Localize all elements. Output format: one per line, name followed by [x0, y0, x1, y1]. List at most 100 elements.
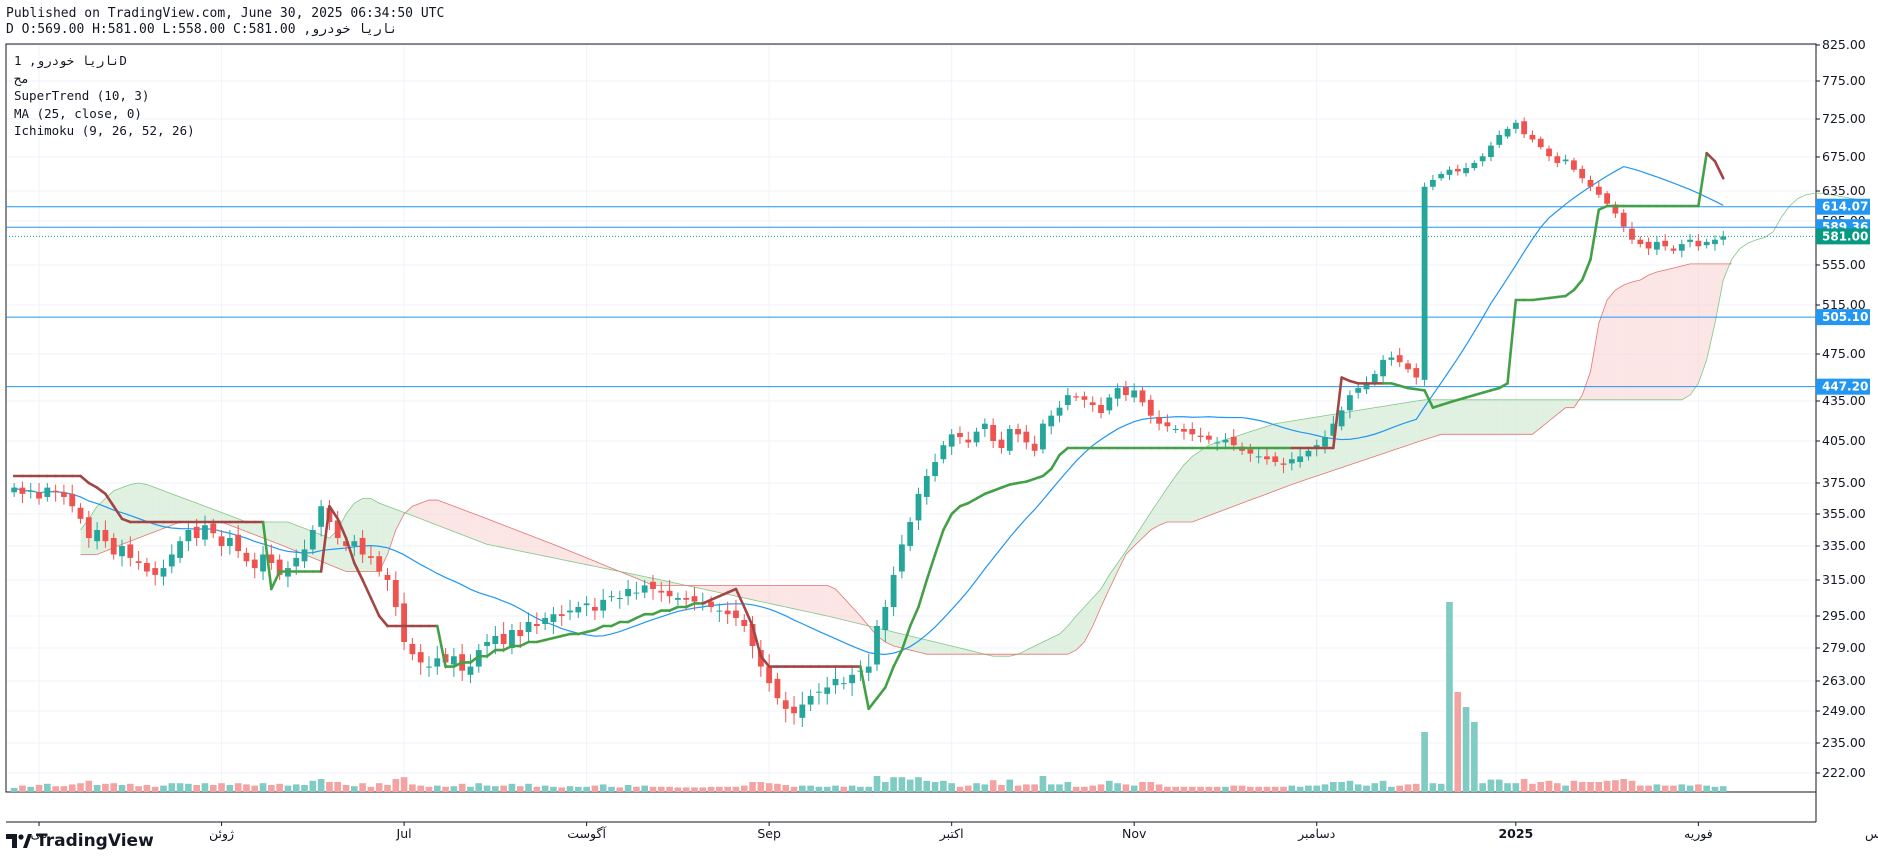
cloud-segment	[188, 500, 197, 522]
y-tick-label: 315.00	[1822, 572, 1866, 587]
candle-body	[268, 554, 275, 563]
volume-bar	[1164, 786, 1171, 792]
candle-body	[1521, 121, 1528, 135]
volume-bar	[1703, 785, 1710, 792]
volume-bar	[1645, 785, 1652, 792]
volume-bar	[1247, 786, 1254, 792]
cloud-segment	[462, 509, 471, 538]
volume-bar	[1006, 779, 1014, 792]
cloud-segment	[428, 500, 438, 526]
candle-body	[492, 636, 499, 644]
candle-body	[1172, 429, 1179, 430]
candle-body	[1297, 456, 1304, 462]
supertrend-segment	[1572, 278, 1584, 292]
cloud-segment	[1482, 399, 1491, 435]
volume-bar	[135, 786, 142, 792]
candle-body	[85, 517, 92, 538]
candle-body	[1363, 383, 1370, 390]
candle-body	[1023, 431, 1030, 443]
volume-bar	[450, 786, 458, 792]
volume-bar	[740, 785, 748, 792]
volume-bar	[417, 785, 425, 792]
supertrend-segment	[917, 578, 929, 609]
supertrend-segment	[1589, 208, 1601, 261]
volume-bar	[442, 786, 449, 792]
price-tag-bg	[1816, 309, 1870, 326]
volume-bar	[1686, 785, 1694, 792]
volume-bar	[749, 782, 756, 792]
candle-body	[1139, 390, 1146, 403]
cloud-segment	[1631, 280, 1641, 400]
candle-body	[426, 666, 432, 668]
candle	[484, 634, 490, 659]
volume-bar	[433, 785, 441, 792]
cloud-segment	[1557, 399, 1566, 415]
legend-ichimoku[interactable]: Ichimoku (9, 26, 52, 26)	[14, 123, 195, 138]
candle-body	[741, 620, 748, 626]
y-tick-label: 249.00	[1822, 703, 1866, 718]
supertrend-segment	[1705, 151, 1717, 163]
candle	[1031, 435, 1038, 457]
candle-body	[1272, 456, 1279, 462]
cloud-segment	[1217, 439, 1226, 513]
cloud-segment	[362, 498, 371, 572]
cloud-segment	[1374, 406, 1384, 457]
candle	[251, 552, 258, 579]
volume-bar	[1695, 784, 1702, 792]
cloud-segment	[503, 525, 512, 550]
candle-body	[592, 607, 598, 611]
candle-body	[1488, 145, 1494, 157]
volume-bar	[409, 784, 416, 792]
candle	[799, 691, 806, 727]
volume-bar	[1379, 780, 1387, 792]
candle-body	[824, 687, 831, 694]
volume-bar	[1155, 784, 1163, 792]
candle-body	[782, 700, 789, 709]
candle-body	[467, 666, 474, 675]
candle-body	[1396, 355, 1403, 363]
candle	[1554, 152, 1561, 168]
legend-supertrend[interactable]: SuperTrend (10, 3)	[14, 88, 150, 103]
candle	[1546, 145, 1552, 162]
candle-body	[1678, 244, 1685, 251]
candle	[1629, 222, 1635, 245]
volume-bar	[1388, 786, 1395, 792]
candle-body	[1355, 388, 1362, 393]
candle-body	[44, 487, 51, 497]
candle	[583, 596, 590, 616]
candle	[948, 429, 955, 455]
candle	[1330, 415, 1337, 441]
candle-body	[1720, 236, 1727, 240]
candle	[285, 561, 291, 588]
cloud-segment	[1540, 399, 1550, 428]
volume-bar	[716, 786, 723, 792]
volume-bars	[10, 602, 1727, 792]
candle-body	[1554, 156, 1561, 163]
volume-bar	[234, 783, 242, 792]
chart-header: Published on TradingView.com, June 30, 2…	[6, 6, 444, 38]
candle	[301, 539, 308, 569]
supertrend-segment	[726, 587, 738, 594]
legend-symbol[interactable]: ناریا خودرو, 1D	[14, 53, 127, 68]
tradingview-logo[interactable]: TradingView	[6, 830, 154, 852]
volume-bar	[52, 786, 59, 792]
legend-ma[interactable]: MA (25, close, 0)	[14, 105, 142, 121]
supertrend-segment	[535, 638, 547, 644]
volume-bar	[516, 786, 524, 792]
candle	[1579, 165, 1586, 184]
candle-body	[940, 445, 947, 460]
volume-bar	[467, 786, 474, 792]
y-axis-labels: 825.00775.00725.00675.00635.00595.00555.…	[1816, 37, 1870, 780]
volume-bar	[201, 783, 209, 792]
cloud-segment	[395, 509, 405, 530]
supertrend-segment	[1033, 474, 1045, 481]
cloud-segment	[1192, 450, 1201, 522]
candle-body	[807, 696, 814, 705]
cloud-segment	[1084, 598, 1093, 642]
supertrend-segment	[701, 598, 713, 605]
cloud-segment	[1042, 638, 1052, 655]
candle	[641, 580, 648, 598]
y-tick-label: 335.00	[1822, 538, 1866, 553]
candle	[998, 431, 1005, 454]
